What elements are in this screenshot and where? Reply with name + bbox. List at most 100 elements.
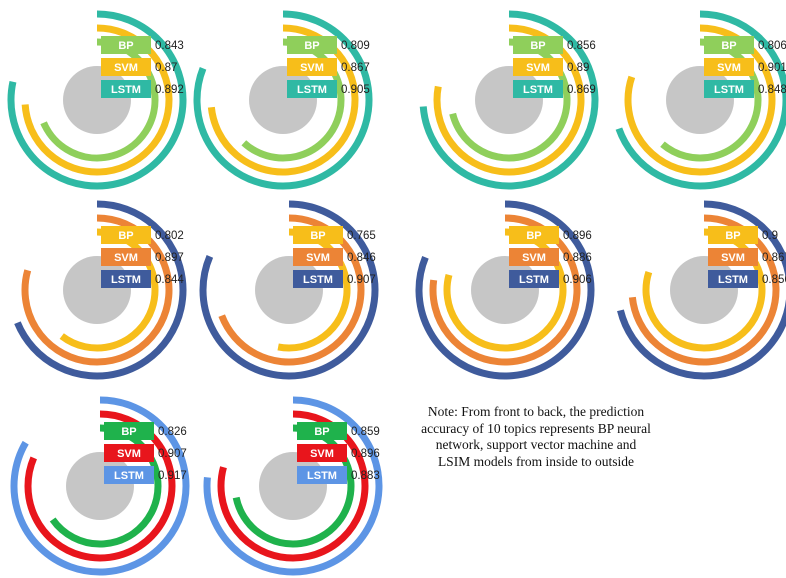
legend-value-bp: 0.806 — [758, 40, 786, 52]
legend-label-lstm: LSTM — [307, 470, 337, 482]
legend-value-lstm: 0.848 — [758, 84, 786, 96]
legend-label-lstm: LSTM — [714, 84, 744, 96]
legend-label-svm: SVM — [526, 62, 550, 74]
legend-label-svm: SVM — [310, 448, 334, 460]
arc-lstm — [615, 10, 786, 190]
arc-lstm — [14, 200, 187, 380]
legend-swatch-lstm — [509, 270, 559, 288]
legend-label-lstm: LSTM — [111, 84, 141, 96]
legend-swatch-lstm — [287, 80, 337, 98]
legend-swatch-lstm — [293, 270, 343, 288]
legend-value-bp: 0.809 — [341, 40, 370, 52]
radial-chart-10: BP 0.859 SVM 0.896 LSTM 0.883 — [203, 396, 383, 576]
legend-value-lstm: 0.906 — [563, 274, 592, 286]
center-disc — [471, 256, 539, 324]
radial-chart-7: BP 0.896 SVM 0.886 LSTM 0.906 — [415, 200, 595, 380]
arc-lstm — [415, 200, 595, 380]
radial-chart-1: BP 0.843 SVM 0.87 LSTM 0.892 — [7, 10, 187, 190]
radial-chart-8: BP 0.9 SVM 0.867 LSTM 0.856 — [617, 200, 786, 380]
center-disc — [666, 66, 734, 134]
arc-bp — [443, 228, 567, 352]
legend-value-bp: 0.826 — [158, 426, 187, 438]
legend-value-lstm: 0.844 — [155, 274, 184, 286]
legend-value-lstm: 0.905 — [341, 84, 370, 96]
legend-label-svm: SVM — [717, 62, 741, 74]
radial-chart-4: BP 0.806 SVM 0.901 LSTM 0.848 — [615, 10, 786, 190]
legend-label-lstm: LSTM — [718, 274, 748, 286]
legend-label-lstm: LSTM — [523, 84, 553, 96]
legend-label-bp: BP — [118, 40, 133, 52]
note-text: Note: From front to back, the prediction… — [421, 404, 651, 469]
center-disc — [259, 452, 327, 520]
arc-lstm — [193, 10, 373, 190]
legend-value-bp: 0.843 — [155, 40, 184, 52]
legend-value-svm: 0.867 — [341, 62, 370, 74]
legend-label-bp: BP — [314, 426, 329, 438]
legend-label-svm: SVM — [300, 62, 324, 74]
radial-chart-6: BP 0.765 SVM 0.846 LSTM 0.907 — [199, 200, 379, 380]
legend-label-svm: SVM — [522, 252, 546, 264]
center-disc — [249, 66, 317, 134]
legend-value-svm: 0.897 — [155, 252, 184, 264]
legend-value-svm: 0.867 — [762, 252, 786, 264]
radial-chart-5: BP 0.802 SVM 0.897 LSTM 0.844 — [14, 200, 187, 380]
legend-swatch-lstm — [104, 466, 154, 484]
legend-value-bp: 0.856 — [567, 40, 596, 52]
legend-label-svm: SVM — [117, 448, 141, 460]
legend-label-svm: SVM — [114, 252, 138, 264]
legend-swatch-bp — [704, 36, 754, 54]
legend-swatch-svm — [704, 58, 754, 76]
arc-lstm — [10, 396, 190, 576]
center-disc — [63, 256, 131, 324]
legend-swatch-svm — [708, 248, 758, 266]
legend-swatch-svm — [509, 248, 559, 266]
center-disc — [66, 452, 134, 520]
legend-value-bp: 0.802 — [155, 230, 184, 242]
legend-swatch-svm — [287, 58, 337, 76]
legend-swatch-bp — [708, 226, 758, 244]
legend-value-lstm: 0.856 — [762, 274, 786, 286]
legend-label-bp: BP — [530, 40, 545, 52]
legend-swatch-lstm — [704, 80, 754, 98]
legend-swatch-bp — [513, 36, 563, 54]
arc-lstm — [419, 10, 599, 190]
legend-label-lstm: LSTM — [297, 84, 327, 96]
arc-lstm — [203, 396, 383, 576]
arc-lstm — [7, 10, 187, 190]
center-disc — [255, 256, 323, 324]
legend-value-svm: 0.896 — [351, 448, 380, 460]
arc-bp — [449, 38, 571, 162]
legend-value-svm: 0.87 — [155, 62, 177, 74]
legend-value-bp: 0.9 — [762, 230, 778, 242]
legend-label-bp: BP — [121, 426, 136, 438]
legend-swatch-svm — [104, 444, 154, 462]
arc-lstm — [199, 200, 379, 380]
legend-swatch-lstm — [297, 466, 347, 484]
legend-value-lstm: 0.869 — [567, 84, 596, 96]
radial-chart-9: BP 0.826 SVM 0.907 LSTM 0.917 — [10, 396, 190, 576]
legend-value-lstm: 0.883 — [351, 470, 380, 482]
legend-value-lstm: 0.892 — [155, 84, 184, 96]
legend-swatch-svm — [101, 58, 151, 76]
legend-value-svm: 0.886 — [563, 252, 592, 264]
radial-chart-2: BP 0.809 SVM 0.867 LSTM 0.905 — [193, 10, 373, 190]
legend-value-lstm: 0.907 — [347, 274, 376, 286]
legend-label-lstm: LSTM — [114, 470, 144, 482]
center-disc — [63, 66, 131, 134]
legend-swatch-bp — [287, 36, 337, 54]
legend-value-bp: 0.896 — [563, 230, 592, 242]
legend-swatch-bp — [509, 226, 559, 244]
legend-swatch-svm — [297, 444, 347, 462]
legend-label-bp: BP — [721, 40, 736, 52]
arc-lstm — [617, 200, 786, 380]
legend-swatch-svm — [293, 248, 343, 266]
center-disc — [475, 66, 543, 134]
legend-swatch-bp — [101, 36, 151, 54]
legend-swatch-lstm — [101, 80, 151, 98]
legend-label-bp: BP — [118, 230, 133, 242]
legend-value-lstm: 0.917 — [158, 470, 187, 482]
legend-label-bp: BP — [310, 230, 325, 242]
legend-value-svm: 0.901 — [758, 62, 786, 74]
legend-label-svm: SVM — [114, 62, 138, 74]
